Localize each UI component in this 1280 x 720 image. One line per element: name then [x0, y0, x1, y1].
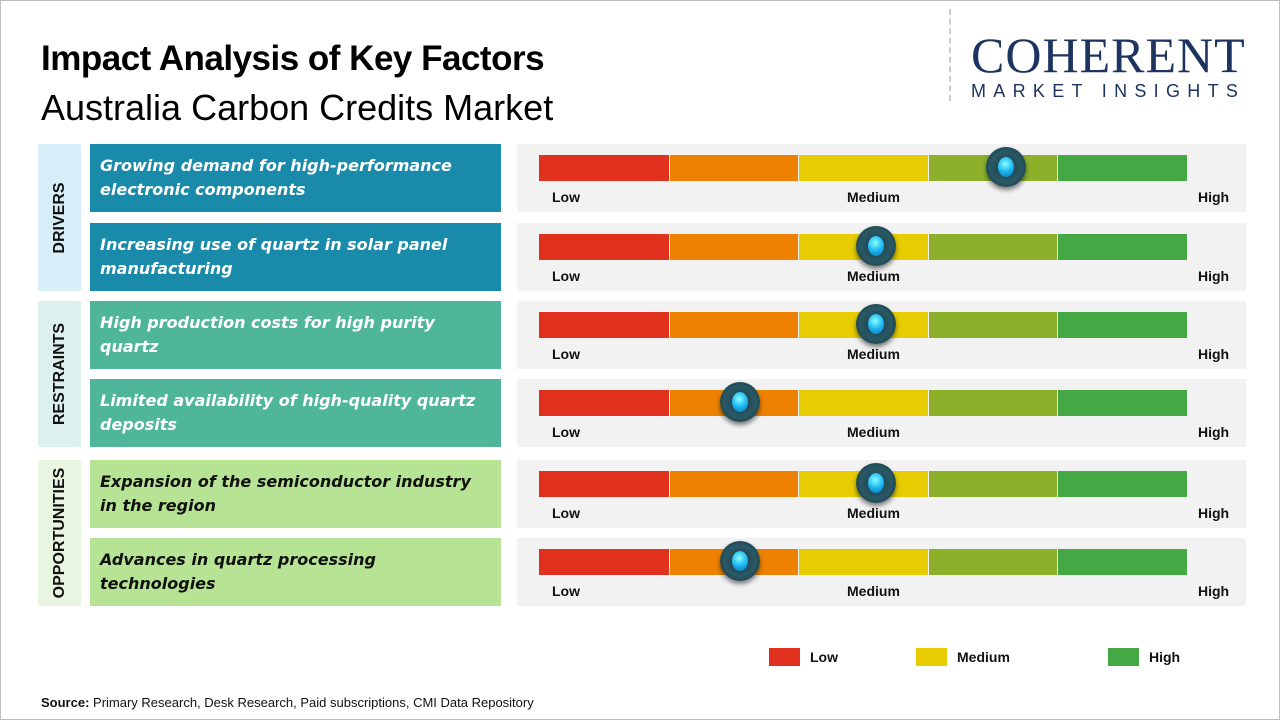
- divider: [949, 9, 951, 101]
- marker-glow-icon: [997, 157, 1014, 177]
- gauge-segment: [539, 390, 669, 416]
- gauge-segment: [1058, 234, 1187, 260]
- impact-marker: [719, 541, 760, 581]
- category-restraints: RESTRAINTS: [38, 301, 81, 447]
- gauge-segment: [1058, 471, 1187, 497]
- impact-gauge: Low Medium High: [517, 538, 1246, 606]
- impact-gauge: Low Medium High: [517, 144, 1246, 212]
- gauge-segment: [1058, 312, 1187, 338]
- company-logo: COHERENT MARKET INSIGHTS: [971, 27, 1246, 102]
- scale-label-medium: Medium: [847, 424, 900, 440]
- legend-swatch: [769, 648, 800, 666]
- gauge-segment: [928, 549, 1058, 575]
- gauge-segment: [539, 471, 669, 497]
- scale-label-medium: Medium: [847, 505, 900, 521]
- logo-sub-text: MARKET INSIGHTS: [971, 81, 1246, 101]
- impact-marker: [985, 147, 1026, 187]
- legend-item: Low: [769, 648, 838, 666]
- scale-label-medium: Medium: [847, 583, 900, 599]
- legend-swatch: [916, 648, 947, 666]
- gauge-segment: [799, 549, 928, 575]
- category-drivers: DRIVERS: [38, 144, 81, 291]
- scale-label-low: Low: [552, 189, 580, 205]
- factor-label: Limited availability of high-quality qua…: [90, 379, 501, 447]
- impact-gauge: Low Medium High: [517, 223, 1246, 291]
- gauge-segment: [669, 471, 799, 497]
- gauge-segment: [928, 312, 1058, 338]
- impact-marker: [855, 226, 896, 266]
- gauge-segment: [669, 155, 799, 181]
- legend-item: Medium: [916, 648, 1010, 666]
- marker-glow-icon: [731, 551, 748, 571]
- gauge-segment: [928, 234, 1058, 260]
- legend-swatch: [1108, 648, 1139, 666]
- scale-label-medium: Medium: [847, 346, 900, 362]
- source-note: Source: Primary Research, Desk Research,…: [41, 695, 534, 710]
- category-opportunities: OPPORTUNITIES: [38, 460, 81, 606]
- scale-label-high: High: [1198, 505, 1230, 521]
- gauge-segment: [1058, 155, 1187, 181]
- gauge-segment: [928, 471, 1058, 497]
- gauge-segment: [539, 234, 669, 260]
- scale-label-high: High: [1198, 583, 1230, 599]
- factor-label: Growing demand for high-performance elec…: [90, 144, 501, 212]
- logo-main-text: COHERENT: [971, 27, 1246, 83]
- impact-marker: [719, 382, 760, 422]
- impact-marker: [855, 463, 896, 503]
- marker-glow-icon: [867, 314, 884, 334]
- impact-gauge: Low Medium High: [517, 379, 1246, 447]
- factor-label: High production costs for high purity qu…: [90, 301, 501, 369]
- gauge-segment: [1058, 549, 1187, 575]
- legend-item: High: [1108, 648, 1180, 666]
- impact-gauge: Low Medium High: [517, 460, 1246, 528]
- scale-label-medium: Medium: [847, 268, 900, 284]
- factor-label: Expansion of the semiconductor industry …: [90, 460, 501, 528]
- scale-label-high: High: [1198, 268, 1230, 284]
- category-label: OPPORTUNITIES: [50, 467, 68, 599]
- scale-label-low: Low: [552, 583, 580, 599]
- scale-label-high: High: [1198, 424, 1230, 440]
- source-text: Primary Research, Desk Research, Paid su…: [89, 695, 534, 710]
- gauge-segment: [799, 390, 928, 416]
- gauge-segment: [539, 549, 669, 575]
- category-label: DRIVERS: [50, 181, 68, 254]
- marker-glow-icon: [867, 236, 884, 256]
- gauge-segment: [1058, 390, 1187, 416]
- scale-label-low: Low: [552, 505, 580, 521]
- category-label: RESTRAINTS: [50, 322, 68, 426]
- gauge-segment: [799, 155, 928, 181]
- impact-marker: [855, 304, 896, 344]
- legend-label: Medium: [957, 649, 1010, 665]
- scale-label-high: High: [1198, 189, 1230, 205]
- marker-glow-icon: [731, 392, 748, 412]
- gauge-segment: [539, 155, 669, 181]
- impact-gauge: Low Medium High: [517, 301, 1246, 369]
- scale-label-low: Low: [552, 268, 580, 284]
- scale-label-low: Low: [552, 424, 580, 440]
- legend-label: High: [1149, 649, 1181, 665]
- scale-label-high: High: [1198, 346, 1230, 362]
- gauge-segment: [669, 312, 799, 338]
- scale-label-low: Low: [552, 346, 580, 362]
- factor-label: Increasing use of quartz in solar panel …: [90, 223, 501, 291]
- scale-label-medium: Medium: [847, 189, 900, 205]
- legend-label: Low: [810, 649, 838, 665]
- gauge-segment: [928, 390, 1058, 416]
- gauge-segment: [539, 312, 669, 338]
- gauge-segment: [669, 234, 799, 260]
- page-subtitle: Australia Carbon Credits Market: [41, 87, 554, 128]
- page-title: Impact Analysis of Key Factors: [41, 39, 545, 78]
- source-label: Source:: [41, 695, 90, 710]
- factor-label: Advances in quartz processing technologi…: [90, 538, 501, 606]
- marker-glow-icon: [867, 473, 884, 493]
